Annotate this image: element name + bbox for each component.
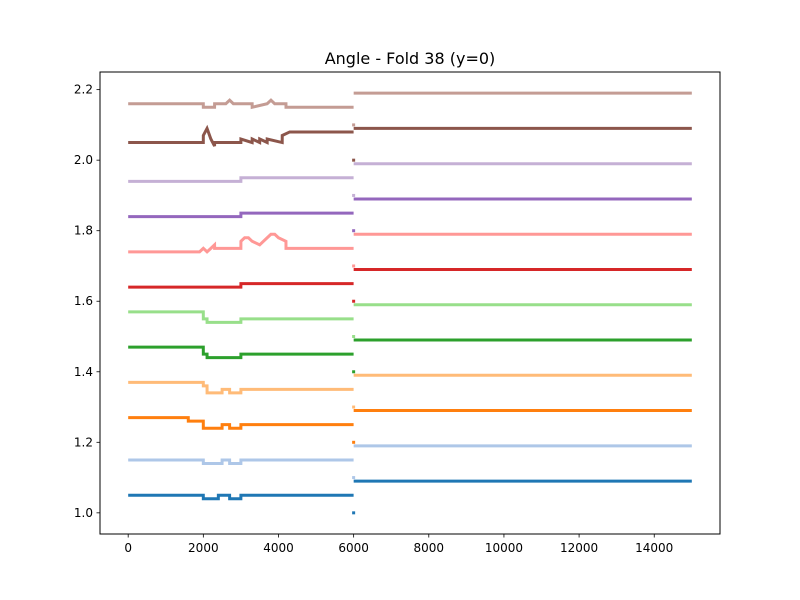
- series-4-line: [128, 380, 354, 395]
- axes-frame: [99, 71, 721, 535]
- series-6-jump-point: [352, 335, 356, 339]
- series-10-line: [128, 176, 354, 183]
- x-tick-label: 2000: [188, 541, 219, 555]
- y-tick-label: 2.2: [74, 83, 93, 97]
- series-9-jump-point: [352, 229, 356, 233]
- series-5-jump-point: [352, 370, 356, 374]
- chart-title: Angle - Fold 38 (y=0): [325, 49, 496, 68]
- series-5-line: [128, 345, 354, 360]
- series-8-line: [128, 232, 354, 254]
- series-2-line: [128, 458, 354, 465]
- y-tick-label: 1.2: [74, 435, 93, 449]
- x-tick-label: 0: [124, 541, 132, 555]
- x-axis: 0 2000 4000 6000 8000 10000 12000 14000: [124, 534, 673, 555]
- series-8-jump-point: [352, 264, 356, 268]
- series-10-jump-point: [352, 193, 356, 197]
- series-7-jump-point: [352, 299, 356, 303]
- series-3-jump-point: [352, 440, 356, 444]
- series-2-jump-point: [352, 476, 356, 480]
- series-7-line: [128, 282, 354, 289]
- x-tick-label: 4000: [263, 541, 294, 555]
- series-12-line: [128, 98, 354, 110]
- series-1-line: [128, 493, 354, 501]
- x-tick-label: 12000: [560, 541, 598, 555]
- x-tick-label: 10000: [485, 541, 523, 555]
- y-tick-label: 1.4: [74, 365, 93, 379]
- y-tick-label: 1.8: [74, 224, 93, 238]
- x-tick-label: 8000: [414, 541, 445, 555]
- y-tick-label: 1.0: [74, 506, 93, 520]
- x-tick-label: 6000: [338, 541, 369, 555]
- series-3-line: [128, 416, 354, 430]
- y-tick-label: 2.0: [74, 153, 93, 167]
- series-1-jump-point: [352, 511, 356, 515]
- series-4-jump-point: [352, 405, 356, 409]
- y-axis: 1.0 1.2 1.4 1.6 1.8 2.0 2.2: [74, 83, 100, 520]
- series-9-line: [128, 211, 354, 219]
- series-6-line: [128, 310, 354, 324]
- series-11-jump-point: [352, 158, 356, 162]
- plot-area: [128, 91, 692, 515]
- series-12-jump-point: [352, 123, 356, 127]
- y-tick-label: 1.6: [74, 294, 93, 308]
- series-11-line: [128, 124, 354, 147]
- x-tick-label: 14000: [635, 541, 673, 555]
